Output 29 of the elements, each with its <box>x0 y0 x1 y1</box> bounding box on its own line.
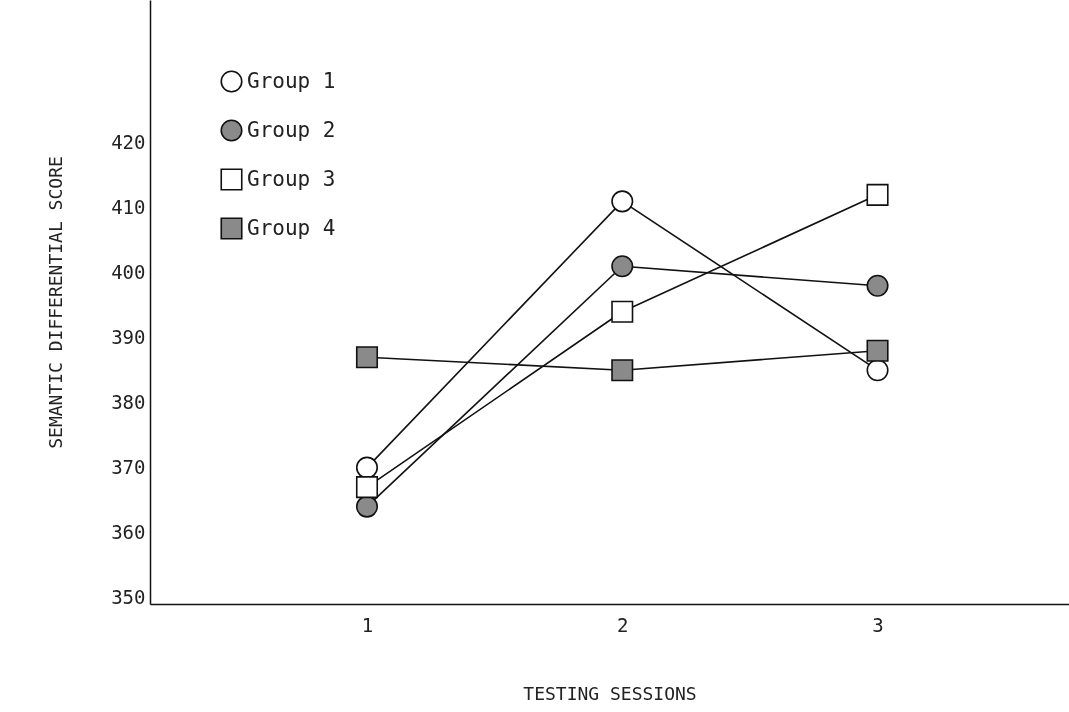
point <box>866 183 889 206</box>
legend-label: Group 1 <box>247 68 336 93</box>
y-tick-label: 410 <box>111 196 146 219</box>
y-tick-label: 380 <box>111 391 146 414</box>
x-tick-label: 3 <box>872 613 884 636</box>
x-tick-label: 2 <box>617 613 629 636</box>
legend-label: Group 4 <box>247 215 336 240</box>
point <box>355 495 379 518</box>
x-axis-title: TESTING SESSIONS <box>523 682 697 704</box>
y-tick-label: 360 <box>111 521 146 544</box>
x-tick-label: 1 <box>361 613 374 636</box>
y-axis-title: SEMANTIC DIFFERENTIAL SCORE <box>45 156 67 449</box>
point <box>866 274 889 297</box>
y-tick-label: 350 <box>111 586 146 609</box>
point <box>355 346 379 369</box>
point <box>611 190 634 213</box>
legend-label: Group 2 <box>247 117 336 142</box>
point <box>611 300 634 323</box>
y-tick-label: 400 <box>111 261 146 284</box>
y-tick-label: 420 <box>111 131 146 154</box>
point <box>866 339 889 362</box>
point <box>355 456 379 479</box>
y-tick-label: 390 <box>111 326 146 349</box>
point <box>355 476 379 499</box>
legend-label: Group 3 <box>247 166 336 191</box>
y-tick-label: 370 <box>111 456 146 479</box>
point <box>866 359 889 382</box>
point <box>611 255 634 278</box>
point <box>611 359 634 382</box>
